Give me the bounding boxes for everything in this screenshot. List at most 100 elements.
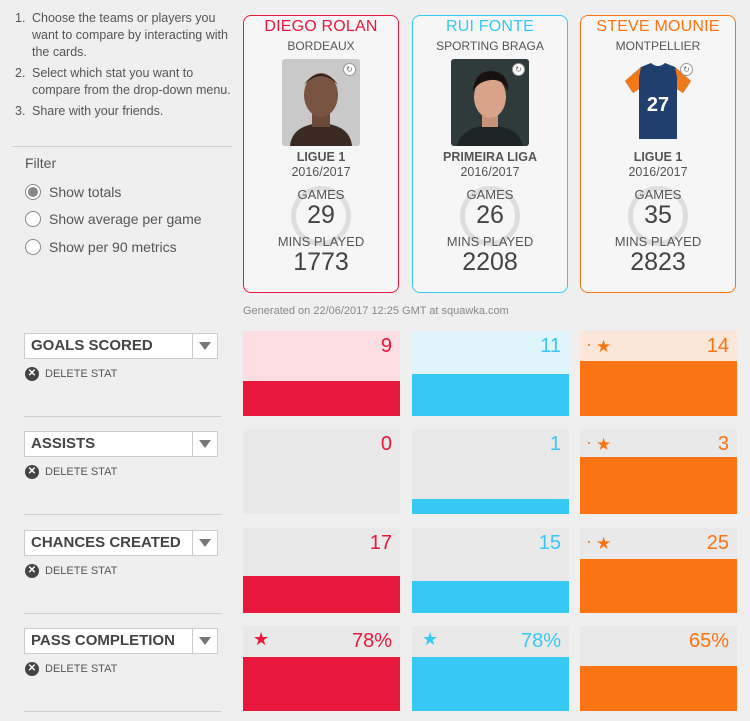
player-name: STEVE MOUNIE: [596, 18, 720, 35]
stat-cell: 11: [412, 331, 569, 416]
stat-cell: 0: [243, 429, 400, 514]
jersey-icon: 27: [625, 63, 691, 139]
instruction-item: 1. Choose the teams or players you want t…: [12, 10, 234, 61]
player-league: LIGUE 1: [633, 150, 683, 164]
instruction-number: 3.: [15, 104, 26, 118]
close-icon[interactable]: ✕: [25, 662, 39, 676]
stat-bar: [580, 361, 737, 416]
player-name: DIEGO ROLAN: [264, 18, 378, 35]
player-card[interactable]: DIEGO ROLAN BORDEAUX ↻ LIGUE 1 2016/2017…: [243, 15, 399, 293]
stat-value: 15: [538, 532, 561, 554]
instruction-text: Share with your friends.: [32, 104, 164, 118]
radio-dot[interactable]: [25, 211, 41, 227]
stat-bar: [580, 666, 737, 711]
best-star-icon: ★: [253, 629, 270, 649]
player-season: 2016/2017: [460, 165, 520, 179]
close-icon[interactable]: ✕: [25, 367, 39, 381]
player-photo: ↻: [282, 59, 360, 146]
games-label: GAMES: [466, 187, 514, 202]
stat-value: 11: [540, 335, 561, 357]
player-league: LIGUE 1: [296, 150, 346, 164]
stat-name: CHANCES CREATED: [31, 534, 181, 551]
delete-stat-label: DELETE STAT: [45, 466, 118, 478]
divider: [24, 613, 221, 614]
stat-bar: [243, 381, 400, 416]
radio-label: Show average per game: [49, 211, 202, 227]
stat-dropdown[interactable]: PASS COMPLETION: [24, 628, 218, 654]
radio-dot[interactable]: [25, 239, 41, 255]
stat-cell: 65%: [580, 626, 737, 711]
stat-bar: [243, 576, 400, 613]
chevron-down-icon[interactable]: [192, 629, 217, 653]
games-label: GAMES: [634, 187, 682, 202]
player-card[interactable]: STEVE MOUNIE MONTPELLIER 27 ↻ LIGUE 1 20…: [580, 15, 736, 293]
delete-stat-label: DELETE STAT: [45, 663, 118, 675]
delete-stat-label: DELETE STAT: [45, 368, 118, 380]
stat-dropdown[interactable]: ASSISTS: [24, 431, 218, 457]
games-value: 26: [476, 201, 504, 229]
stat-value: 78%: [351, 630, 392, 652]
star-dot-mark: [588, 442, 590, 444]
best-star-icon: ★: [422, 629, 439, 649]
delete-stat-button[interactable]: ✕ DELETE STAT: [25, 465, 117, 479]
change-player-icon[interactable]: ↻: [343, 63, 356, 76]
games-ring: [291, 186, 351, 246]
player-photo: 27 ↻: [619, 59, 697, 146]
close-icon[interactable]: ✕: [25, 564, 39, 578]
stat-cell: 9: [243, 331, 400, 416]
divider: [12, 146, 232, 147]
player-name: RUI FONTE: [445, 18, 535, 35]
stat-dropdown[interactable]: GOALS SCORED: [24, 333, 218, 359]
stat-cell: 15: [412, 528, 569, 613]
stat-value: 78%: [520, 630, 561, 652]
instruction-number: 2.: [15, 66, 26, 80]
instruction-item: 3. Share with your friends.: [12, 103, 234, 120]
radio-show-per90[interactable]: Show per 90 metrics: [25, 239, 177, 255]
instruction-text: Choose the teams or players you want to …: [32, 11, 228, 59]
chevron-down-icon[interactable]: [192, 334, 217, 358]
player-season: 2016/2017: [291, 165, 351, 179]
stat-bar: [412, 499, 569, 514]
change-player-icon[interactable]: ↻: [512, 63, 525, 76]
close-icon[interactable]: ✕: [25, 465, 39, 479]
stat-dropdown[interactable]: CHANCES CREATED: [24, 530, 218, 556]
stat-value: 9: [380, 335, 392, 357]
best-star-icon: ★: [596, 337, 612, 356]
divider: [24, 711, 221, 712]
stat-value: 65%: [688, 630, 729, 652]
chevron-down-icon[interactable]: [192, 432, 217, 456]
mins-value: 2823: [630, 248, 686, 276]
stat-cell: 25 ★: [580, 528, 737, 613]
divider: [24, 416, 221, 417]
stat-name: GOALS SCORED: [31, 337, 153, 354]
delete-stat-button[interactable]: ✕ DELETE STAT: [25, 564, 117, 578]
mins-value: 2208: [462, 248, 518, 276]
player-headshot-image: [451, 59, 529, 146]
player-league: PRIMEIRA LIGA: [443, 150, 537, 164]
stat-value: 3: [717, 433, 729, 455]
star-dot-mark: [588, 344, 590, 346]
instruction-item: 2. Select which stat you want to compare …: [12, 65, 234, 99]
stat-value: 0: [380, 433, 392, 455]
delete-stat-button[interactable]: ✕ DELETE STAT: [25, 662, 117, 676]
player-photo: ↻: [451, 59, 529, 146]
generated-note: Generated on 22/06/2017 12:25 GMT at squ…: [243, 305, 509, 317]
chevron-down-icon[interactable]: [192, 531, 217, 555]
mins-label: MINS PLAYED: [614, 234, 702, 249]
radio-label: Show totals: [49, 184, 122, 200]
mins-label: MINS PLAYED: [277, 234, 365, 249]
games-value: 35: [644, 201, 672, 229]
radio-label: Show per 90 metrics: [49, 239, 177, 255]
radio-show-totals[interactable]: Show totals: [25, 184, 121, 200]
stat-cell: 3 ★: [580, 429, 737, 514]
stat-bar: [243, 657, 400, 711]
radio-dot-selected[interactable]: [25, 184, 41, 200]
change-player-icon[interactable]: ↻: [680, 63, 693, 76]
mins-label: MINS PLAYED: [446, 234, 534, 249]
stat-bar: [412, 581, 569, 613]
radio-show-average[interactable]: Show average per game: [25, 211, 202, 227]
player-season: 2016/2017: [628, 165, 688, 179]
delete-stat-button[interactable]: ✕ DELETE STAT: [25, 367, 117, 381]
player-card[interactable]: RUI FONTE SPORTING BRAGA ↻ PRIMEIRA LIGA…: [412, 15, 568, 293]
svg-text:27: 27: [647, 94, 669, 116]
